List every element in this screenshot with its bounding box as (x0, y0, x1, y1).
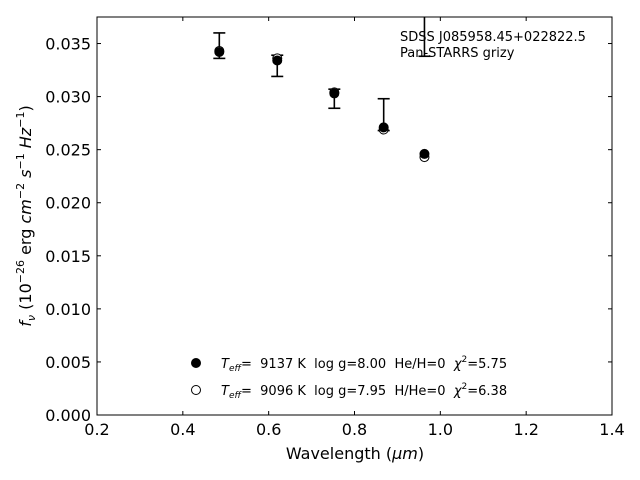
plot-area-border (96, 16, 613, 416)
legend-entry-2: Teff= 9096 K log g=7.95 H/He=0 χ2=6.38 (221, 382, 507, 401)
legend-entry-1: Teff= 9137 K log g=8.00 He/H=0 χ2=5.75 (221, 355, 507, 374)
x-axis-ticks: 0.2 0.4 0.6 0.8 1.0 1.2 1.4 (84, 17, 625, 439)
x-axis-label: Wavelength (μm) (286, 444, 424, 463)
x-tick-label: 1.0 (428, 420, 453, 439)
x-tick-label: 1.2 (513, 420, 538, 439)
annotation-line-2: Pan-STARRS grizy (400, 46, 515, 61)
x-tick-label: 1.4 (599, 420, 624, 439)
y-tick-label: 0.015 (45, 247, 91, 266)
error-bars (213, 17, 431, 132)
data-point-filled (272, 55, 283, 66)
y-tick-label: 0.035 (45, 35, 91, 54)
data-point-filled (329, 88, 340, 99)
y-axis-label: fν (10−26 erg cm−2 s−1 Hz−1) (14, 105, 38, 326)
y-axis-ticks: 0.000 0.005 0.010 0.015 0.020 0.025 0.030 0.035 (45, 35, 612, 425)
legend-marker-open (191, 385, 201, 395)
y-tick-label: 0.000 (45, 406, 91, 425)
data-point-filled (378, 122, 389, 133)
x-tick-label: 0.6 (256, 420, 281, 439)
data-point-filled (214, 47, 225, 58)
data-points (214, 45, 430, 163)
x-tick-label: 0.2 (84, 420, 109, 439)
x-tick-label: 0.8 (342, 420, 367, 439)
y-tick-label: 0.030 (45, 88, 91, 107)
x-tick-label: 0.4 (170, 420, 195, 439)
data-point-filled (419, 148, 430, 159)
legend-marker-filled (191, 358, 201, 368)
y-tick-label: 0.005 (45, 353, 91, 372)
y-tick-label: 0.010 (45, 300, 91, 319)
legend: Teff= 9137 K log g=8.00 He/H=0 χ2=5.75 T… (191, 355, 507, 401)
y-tick-label: 0.025 (45, 141, 91, 160)
plot-frame (96, 16, 613, 416)
error-bar (418, 17, 431, 58)
annotation-line-1: SDSS J085958.45+022822.5 (400, 30, 586, 45)
y-tick-label: 0.020 (45, 194, 91, 213)
